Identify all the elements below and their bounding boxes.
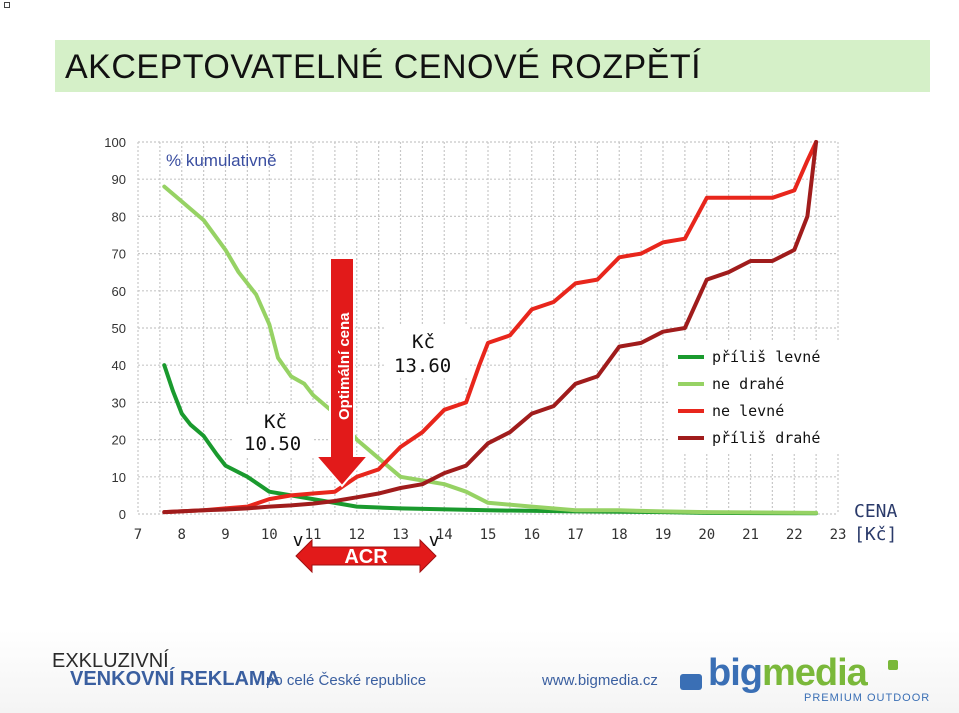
footer-tagline-2: VENKOVNÍ REKLAMA: [70, 668, 281, 690]
x-tick-label: 16: [523, 527, 540, 543]
logo-suffix: media: [761, 652, 868, 694]
y-tick-label: 0: [119, 507, 126, 522]
x-tick-label: 10: [261, 527, 278, 543]
x-axis-label-currency: CENA: [854, 501, 898, 522]
x-tick-label: 22: [786, 527, 803, 543]
footer-tagline-suffix: po celé České republice: [266, 672, 427, 689]
footer-tagline-1: EXKLUZIVNÍ: [52, 650, 169, 672]
logo-prefix: big: [708, 652, 763, 694]
corner-marker: [4, 2, 10, 8]
y-tick-label: 50: [112, 321, 126, 336]
acr-right-check: v: [429, 530, 440, 551]
x-tick-label: 17: [567, 527, 584, 543]
legend-label-ne-drahe: ne drahé: [712, 375, 784, 393]
optimal-price-label: Optimální cena: [336, 312, 353, 420]
legend: příliš levné ne drahé ne levné příliš dr…: [668, 340, 840, 452]
x-axis-ticks: 7 8 9 10 11 12 13 14 15 16 17 18 19 20 21 22 23: [134, 527, 847, 543]
series-ne-drahe: [162, 184, 819, 515]
y-tick-label: 70: [112, 247, 126, 262]
legend-label-prilis-drahe: příliš drahé: [712, 429, 820, 447]
x-tick-label: 18: [611, 527, 628, 543]
y-tick-label: 20: [112, 433, 126, 448]
x-tick-label: 7: [134, 527, 142, 543]
x-tick-label: 19: [655, 527, 672, 543]
x-axis-label-unit: [Kč]: [854, 524, 897, 545]
acr-range-arrow: ACR v v: [293, 530, 440, 574]
y-tick-label: 90: [112, 172, 126, 187]
high-price-currency: Kč: [412, 331, 435, 353]
logo-subtitle: PREMIUM OUTDOOR: [804, 692, 931, 704]
logo-wordmark: bigmedia: [708, 652, 868, 695]
acr-label: ACR: [344, 546, 388, 568]
x-tick-label: 15: [480, 527, 497, 543]
x-tick-label: 20: [698, 527, 715, 543]
y-tick-label: 10: [112, 470, 126, 485]
legend-label-ne-levne: ne levné: [712, 402, 784, 420]
logo-dot-icon: [888, 660, 898, 670]
y-tick-label: 40: [112, 358, 126, 373]
optimal-price-arrow: Optimální cena: [313, 257, 371, 488]
x-tick-label: 8: [178, 527, 186, 543]
x-tick-label: 23: [830, 527, 847, 543]
high-price-box: [386, 326, 468, 378]
y-tick-label: 30: [112, 395, 126, 410]
price-range-chart: 0 10 20 30 40 50 60 70 80 90 100 7 8 9 10 11 12 13 14 15 16…: [104, 135, 898, 574]
x-tick-label: 11: [305, 527, 322, 543]
high-price-value: 13.60: [394, 355, 451, 377]
x-tick-label: 14: [436, 527, 453, 543]
logo-square-icon: [680, 674, 702, 690]
slide-title: AKCEPTOVATELNÉ CENOVÉ ROZPĚTÍ: [65, 48, 702, 86]
low-price-box: [232, 404, 314, 456]
x-tick-label: 12: [348, 527, 365, 543]
footer-website-link[interactable]: www.bigmedia.cz: [542, 672, 658, 689]
acr-left-check: v: [293, 530, 304, 551]
series-prilis-drahe: [162, 140, 819, 515]
series-lines: [162, 140, 819, 516]
low-price-value: 10.50: [244, 433, 301, 455]
series-ne-levne: [162, 140, 819, 515]
title-bar: AKCEPTOVATELNÉ CENOVÉ ROZPĚTÍ: [55, 40, 930, 92]
y-tick-label: 80: [112, 209, 126, 224]
footer: EXKLUZIVNÍ VENKOVNÍ REKLAMA po celé Česk…: [0, 630, 959, 713]
y-tick-label: 100: [104, 135, 126, 150]
x-tick-label: 21: [742, 527, 759, 543]
y-axis-ticks: 0 10 20 30 40 50 60 70 80 90 100: [104, 135, 126, 522]
y-axis-label: % kumulativně: [166, 151, 277, 170]
low-price-currency: Kč: [264, 411, 287, 433]
legend-label-prilis-levne: příliš levné: [712, 348, 820, 366]
x-tick-label: 9: [221, 527, 229, 543]
y-tick-label: 60: [112, 284, 126, 299]
x-tick-label: 13: [392, 527, 409, 543]
